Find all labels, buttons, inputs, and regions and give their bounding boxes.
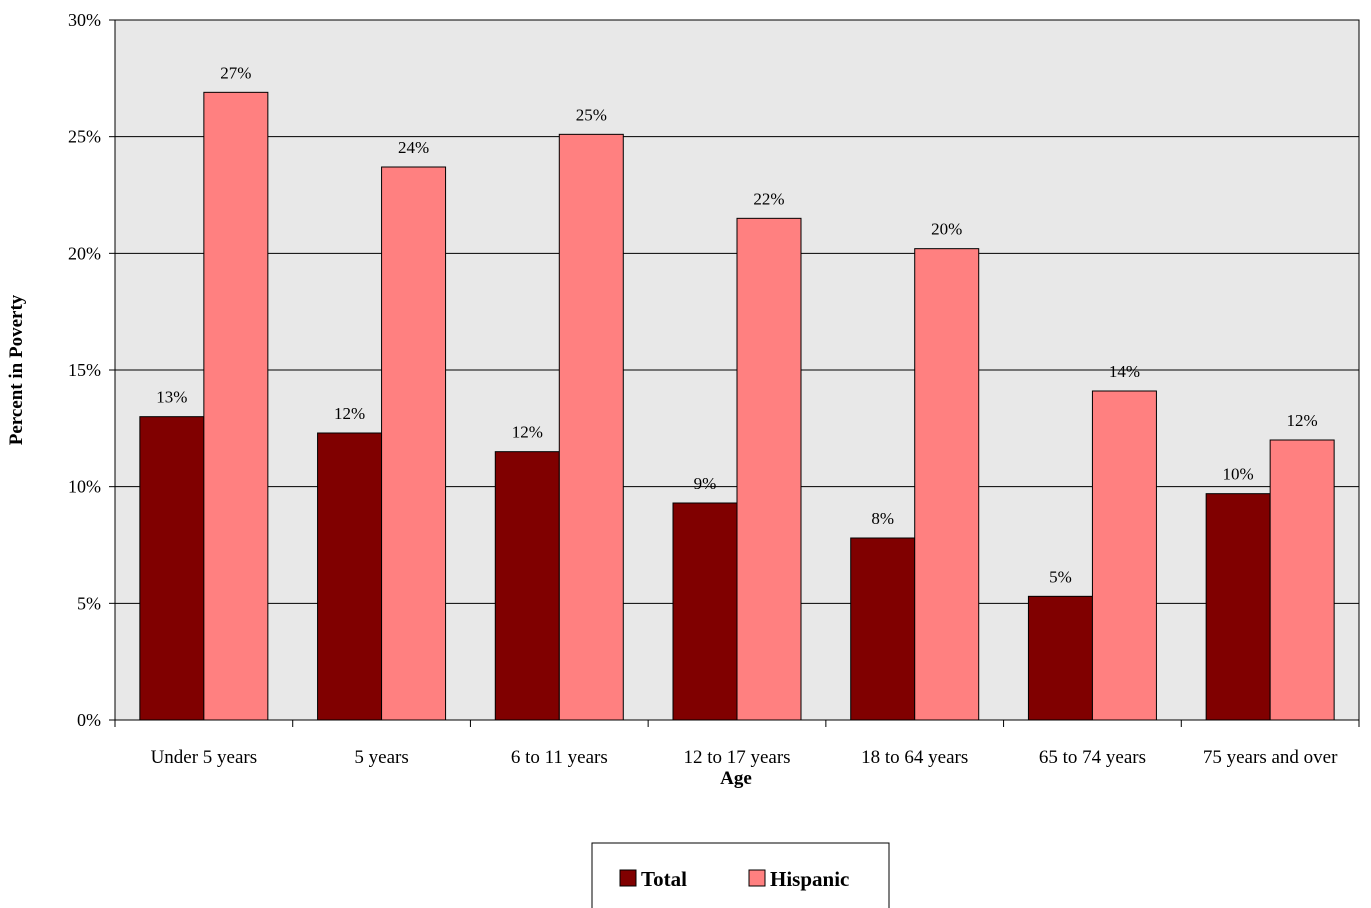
x-tick-label: 75 years and over [1203, 747, 1338, 768]
x-tick-label: 65 to 74 years [1039, 747, 1146, 768]
bar-total [1027, 595, 1093, 721]
bar-hispanic [381, 166, 447, 721]
bars [139, 91, 1335, 721]
y-tick-label: 20% [68, 243, 101, 263]
x-tick-label: 6 to 11 years [511, 747, 608, 768]
data-label: 20% [931, 220, 962, 239]
data-label: 12% [1287, 411, 1318, 430]
x-tick-label: Under 5 years [151, 747, 258, 768]
bar-hispanic [1091, 390, 1157, 721]
y-tick-label: 30% [68, 10, 101, 30]
bar-total [850, 537, 916, 721]
data-label: 10% [1223, 465, 1254, 484]
legend: Total Hispanic [591, 842, 890, 908]
y-tick-label: 25% [68, 127, 101, 147]
bar-hispanic [736, 217, 802, 721]
data-labels: 13% 27% 12% 24% 12% 25% 9% 22% 8% 20% 5% 14% 10% 12% [156, 63, 1317, 586]
bar-total [494, 451, 560, 721]
bar-hispanic [914, 248, 980, 721]
legend-label-total: Total [641, 867, 687, 891]
bar-total [139, 416, 205, 721]
y-axis-title: Percent in Poverty [6, 294, 27, 445]
data-label: 22% [753, 189, 784, 208]
data-label: 27% [220, 63, 251, 82]
bar-total [1205, 493, 1271, 721]
data-label: 12% [512, 423, 543, 442]
data-label: 25% [576, 105, 607, 124]
x-axis-title: Age [720, 768, 752, 789]
data-label: 13% [156, 388, 187, 407]
legend-box [591, 842, 890, 908]
x-tick-label: 12 to 17 years [683, 747, 790, 768]
legend-label-hispanic: Hispanic [770, 867, 849, 891]
data-label: 8% [871, 509, 894, 528]
bar-hispanic [203, 91, 269, 721]
y-tick-label: 5% [77, 593, 101, 613]
x-axis: Under 5 years 5 years 6 to 11 years 12 to 1… [114, 719, 1360, 768]
bar-total [317, 432, 383, 721]
x-tick-label: 5 years [354, 747, 408, 768]
y-tick-label: 15% [68, 360, 101, 380]
legend-swatch-total [619, 869, 637, 887]
data-label: 9% [694, 474, 717, 493]
data-label: 12% [334, 404, 365, 423]
data-label: 24% [398, 138, 429, 157]
bar-hispanic [558, 133, 624, 721]
data-label: 5% [1049, 567, 1072, 586]
legend-swatch-hispanic [748, 869, 766, 887]
bar-total [672, 502, 738, 721]
data-label: 14% [1109, 362, 1140, 381]
x-tick-label: 18 to 64 years [861, 747, 968, 768]
bar-hispanic [1269, 439, 1335, 721]
y-tick-label: 10% [68, 477, 101, 497]
y-axis: 0% 5% 10% 15% 20% 25% 30% [68, 10, 116, 730]
y-tick-label: 0% [77, 710, 101, 730]
